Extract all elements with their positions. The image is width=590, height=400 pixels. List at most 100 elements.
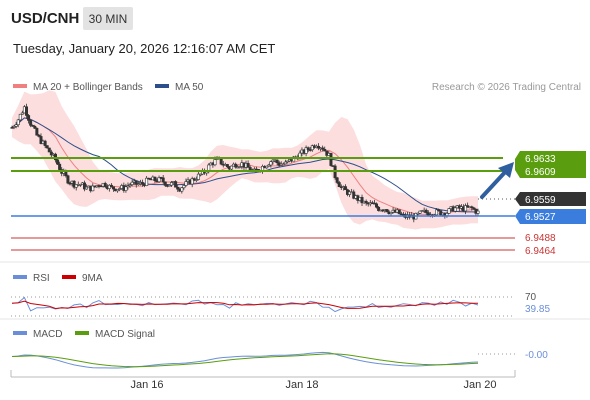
candle-body bbox=[14, 124, 18, 127]
candle-body bbox=[82, 182, 86, 190]
candle-body bbox=[118, 188, 122, 190]
candle-body bbox=[190, 178, 194, 185]
x-tick-jan18: Jan 18 bbox=[285, 379, 318, 391]
candle-body bbox=[292, 156, 296, 162]
support-label-2: 6.9464 bbox=[525, 246, 556, 257]
candle-body bbox=[281, 163, 285, 166]
candle-body bbox=[385, 209, 389, 213]
pivot-label: 6.9527 bbox=[525, 212, 556, 223]
candle-body bbox=[29, 120, 33, 126]
candle-body bbox=[35, 127, 39, 136]
candle-body bbox=[37, 134, 41, 137]
candle-body bbox=[85, 186, 89, 190]
candle-body bbox=[424, 209, 428, 213]
candle-body bbox=[163, 181, 167, 186]
candle-body bbox=[343, 186, 347, 191]
rsi-value-label: 39.85 bbox=[525, 304, 550, 315]
candle-body bbox=[389, 212, 393, 214]
ma50-legend-label: MA 50 bbox=[175, 82, 204, 93]
candle-body bbox=[10, 127, 14, 129]
candle-body bbox=[275, 159, 279, 164]
candle-body bbox=[329, 153, 333, 166]
candle-body bbox=[130, 181, 134, 185]
candle-body bbox=[447, 208, 451, 214]
candle-body bbox=[476, 210, 480, 214]
candle-body bbox=[283, 161, 287, 165]
candle-body bbox=[321, 147, 325, 150]
candle-body bbox=[111, 186, 115, 190]
ma20-legend-swatch bbox=[13, 84, 27, 88]
candle-body bbox=[136, 183, 140, 186]
rsi-ma-legend-label: 9MA bbox=[82, 273, 103, 284]
candle-body bbox=[267, 164, 271, 167]
support-label-1: 6.9488 bbox=[525, 233, 556, 244]
candle-body bbox=[134, 180, 138, 185]
candle-body bbox=[180, 187, 184, 192]
candle-body bbox=[39, 136, 43, 144]
candle-body bbox=[53, 153, 57, 161]
candle-body bbox=[109, 184, 113, 188]
candle-body bbox=[157, 177, 161, 183]
candle-body bbox=[43, 140, 47, 146]
pivot-label-box bbox=[515, 209, 586, 224]
candle-body bbox=[184, 181, 188, 186]
symbol-title: USD/CNH bbox=[11, 10, 80, 27]
candle-body bbox=[466, 205, 470, 208]
candle-body bbox=[453, 207, 457, 212]
credit-label: Research © 2026 Trading Central bbox=[432, 82, 581, 93]
candle-body bbox=[20, 112, 24, 115]
candle-body bbox=[470, 206, 474, 209]
resistance-label-2: 6.9609 bbox=[525, 167, 556, 178]
candle-body bbox=[198, 173, 202, 176]
candle-body bbox=[49, 151, 53, 156]
rsi-legend-label: RSI bbox=[33, 273, 50, 284]
candle-body bbox=[161, 177, 165, 183]
candle-body bbox=[103, 182, 107, 187]
candle-body bbox=[169, 182, 173, 186]
macd-value-label: -0.00 bbox=[525, 350, 548, 361]
candle-body bbox=[182, 185, 186, 189]
candle-body bbox=[194, 179, 198, 181]
x-tick-jan20: Jan 20 bbox=[463, 379, 496, 391]
ma50-line bbox=[11, 117, 479, 213]
candle-body bbox=[337, 182, 341, 188]
candle-body bbox=[225, 164, 229, 168]
candle-body bbox=[47, 147, 51, 153]
macd-signal-legend-label: MACD Signal bbox=[95, 329, 155, 340]
candle-body bbox=[360, 197, 364, 204]
candle-body bbox=[323, 149, 327, 152]
candle-body bbox=[265, 165, 269, 169]
candle-body bbox=[364, 200, 368, 204]
rsi-legend: RSI 9MA bbox=[13, 273, 103, 284]
candles-group bbox=[10, 103, 480, 223]
resistance-label-1: 6.9633 bbox=[525, 154, 556, 165]
candle-body bbox=[306, 147, 310, 150]
macd-legend: MACD MACD Signal bbox=[13, 329, 155, 340]
candle-body bbox=[124, 186, 128, 191]
candle-body bbox=[317, 145, 321, 149]
candle-body bbox=[219, 158, 223, 165]
candle-body bbox=[64, 171, 68, 177]
datetime-label: Tuesday, January 20, 2026 12:16:07 AM CE… bbox=[13, 41, 276, 56]
candle-body bbox=[435, 209, 439, 216]
candle-body bbox=[352, 191, 356, 199]
candle-body bbox=[377, 206, 381, 211]
candle-body bbox=[416, 212, 420, 215]
bollinger-band bbox=[12, 90, 478, 230]
candle-body bbox=[269, 161, 273, 166]
candle-body bbox=[116, 189, 120, 192]
timeframe-button[interactable]: 30 MIN bbox=[83, 7, 133, 30]
candle-body bbox=[91, 185, 95, 192]
candle-body bbox=[437, 209, 441, 212]
rsi-level-label: 70 bbox=[525, 292, 537, 303]
macd-line bbox=[11, 351, 479, 369]
candle-body bbox=[74, 184, 78, 188]
candle-body bbox=[31, 125, 35, 127]
candle-body bbox=[12, 126, 16, 128]
candle-body bbox=[78, 183, 82, 186]
candle-body bbox=[375, 203, 379, 208]
candle-body bbox=[348, 191, 352, 195]
candle-body bbox=[174, 181, 178, 188]
candle-body bbox=[126, 185, 130, 188]
